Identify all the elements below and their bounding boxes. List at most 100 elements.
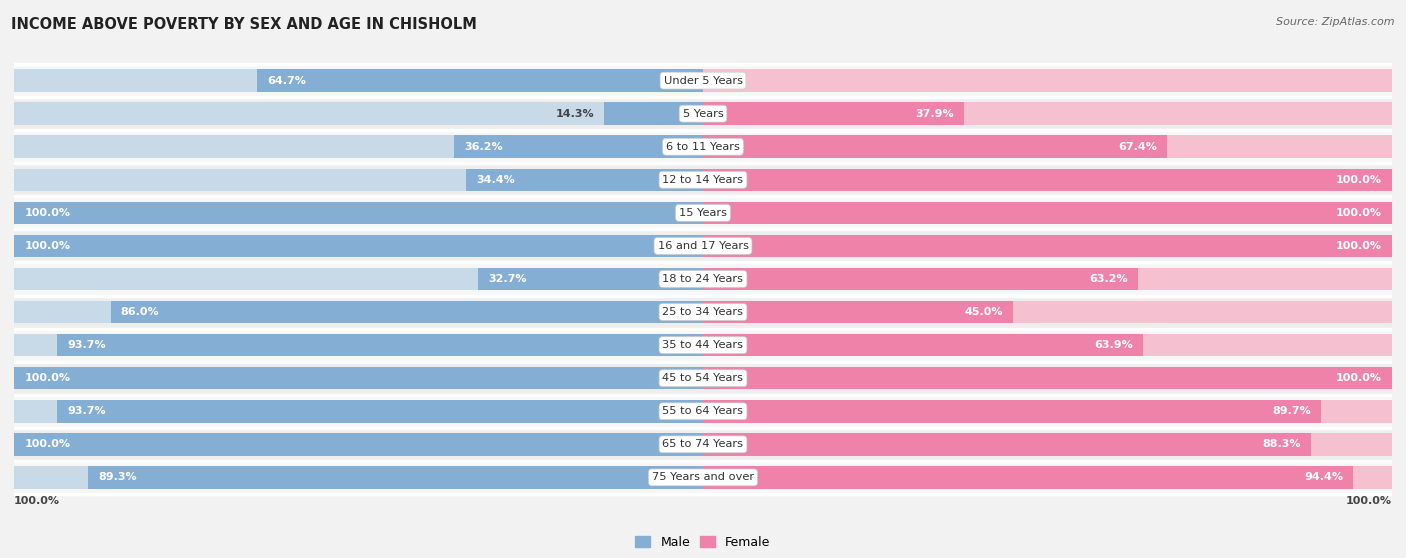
Bar [14, 395, 1392, 428]
Bar [14, 130, 1392, 163]
Bar [14, 163, 1392, 196]
Bar [14, 433, 703, 455]
Text: 75 Years and over: 75 Years and over [652, 473, 754, 483]
Bar [14, 301, 703, 323]
Bar [703, 400, 1322, 422]
Text: 100.0%: 100.0% [1346, 496, 1392, 506]
Bar [703, 466, 1354, 489]
Bar [703, 69, 1392, 92]
Bar [14, 461, 1392, 494]
Bar [703, 169, 1392, 191]
Bar [703, 103, 1392, 125]
Text: 63.2%: 63.2% [1090, 274, 1128, 284]
Bar [703, 301, 1012, 323]
Bar [605, 103, 703, 125]
Text: 94.4%: 94.4% [1303, 473, 1343, 483]
Text: 34.4%: 34.4% [477, 175, 515, 185]
Bar [478, 268, 703, 290]
Text: Source: ZipAtlas.com: Source: ZipAtlas.com [1277, 17, 1395, 27]
Bar [14, 367, 703, 389]
Bar [703, 367, 1392, 389]
Text: 93.7%: 93.7% [67, 406, 107, 416]
Bar [703, 235, 1392, 257]
Bar [14, 428, 1392, 461]
Bar [111, 301, 703, 323]
Bar [703, 301, 1392, 323]
Bar [257, 69, 703, 92]
Bar [87, 466, 703, 489]
Text: 100.0%: 100.0% [24, 241, 70, 251]
Bar [703, 201, 1392, 224]
Bar [703, 433, 1312, 455]
Bar [703, 268, 1139, 290]
Bar [14, 433, 703, 455]
Bar [703, 367, 1392, 389]
Text: 100.0%: 100.0% [1336, 175, 1382, 185]
Bar [14, 235, 703, 257]
Bar [703, 400, 1392, 422]
Text: 45.0%: 45.0% [965, 307, 1002, 317]
Bar [14, 268, 703, 290]
Bar [14, 400, 703, 422]
Bar [14, 103, 703, 125]
Text: 32.7%: 32.7% [488, 274, 527, 284]
Bar [14, 201, 703, 224]
Bar [703, 334, 1143, 357]
Bar [14, 262, 1392, 296]
Bar [14, 69, 703, 92]
Text: 55 to 64 Years: 55 to 64 Years [662, 406, 744, 416]
Bar [14, 136, 703, 158]
Bar [703, 466, 1392, 489]
Text: 88.3%: 88.3% [1263, 439, 1301, 449]
Bar [14, 296, 1392, 329]
Text: 86.0%: 86.0% [121, 307, 159, 317]
Text: 25 to 34 Years: 25 to 34 Years [662, 307, 744, 317]
Bar [703, 235, 1392, 257]
Text: Under 5 Years: Under 5 Years [664, 75, 742, 85]
Text: 65 to 74 Years: 65 to 74 Years [662, 439, 744, 449]
Bar [14, 196, 1392, 229]
Legend: Male, Female: Male, Female [630, 531, 776, 554]
Text: 35 to 44 Years: 35 to 44 Years [662, 340, 744, 350]
Text: 64.7%: 64.7% [267, 75, 307, 85]
Text: 14.3%: 14.3% [555, 109, 595, 119]
Text: 18 to 24 Years: 18 to 24 Years [662, 274, 744, 284]
Text: 100.0%: 100.0% [14, 496, 60, 506]
Text: 100.0%: 100.0% [1336, 208, 1382, 218]
Bar [703, 169, 1392, 191]
Text: 45 to 54 Years: 45 to 54 Years [662, 373, 744, 383]
Text: 5 Years: 5 Years [683, 109, 723, 119]
Bar [14, 466, 703, 489]
Text: 37.9%: 37.9% [915, 109, 953, 119]
Text: 100.0%: 100.0% [24, 373, 70, 383]
Text: 36.2%: 36.2% [464, 142, 502, 152]
Bar [703, 103, 965, 125]
Bar [14, 367, 703, 389]
Text: 16 and 17 Years: 16 and 17 Years [658, 241, 748, 251]
Text: 89.3%: 89.3% [98, 473, 136, 483]
Bar [58, 334, 703, 357]
Bar [465, 169, 703, 191]
Text: 15 Years: 15 Years [679, 208, 727, 218]
Bar [703, 433, 1392, 455]
Text: 12 to 14 Years: 12 to 14 Years [662, 175, 744, 185]
Bar [454, 136, 703, 158]
Text: 63.9%: 63.9% [1094, 340, 1133, 350]
Bar [14, 235, 703, 257]
Bar [703, 201, 1392, 224]
Text: 6 to 11 Years: 6 to 11 Years [666, 142, 740, 152]
Text: 100.0%: 100.0% [1336, 373, 1382, 383]
Bar [703, 334, 1392, 357]
Bar [703, 136, 1392, 158]
Bar [703, 136, 1167, 158]
Text: 100.0%: 100.0% [24, 208, 70, 218]
Bar [58, 400, 703, 422]
Bar [14, 201, 703, 224]
Bar [14, 97, 1392, 130]
Text: INCOME ABOVE POVERTY BY SEX AND AGE IN CHISHOLM: INCOME ABOVE POVERTY BY SEX AND AGE IN C… [11, 17, 477, 32]
Bar [14, 169, 703, 191]
Bar [14, 229, 1392, 262]
Text: 89.7%: 89.7% [1272, 406, 1310, 416]
Text: 100.0%: 100.0% [24, 439, 70, 449]
Text: 93.7%: 93.7% [67, 340, 107, 350]
